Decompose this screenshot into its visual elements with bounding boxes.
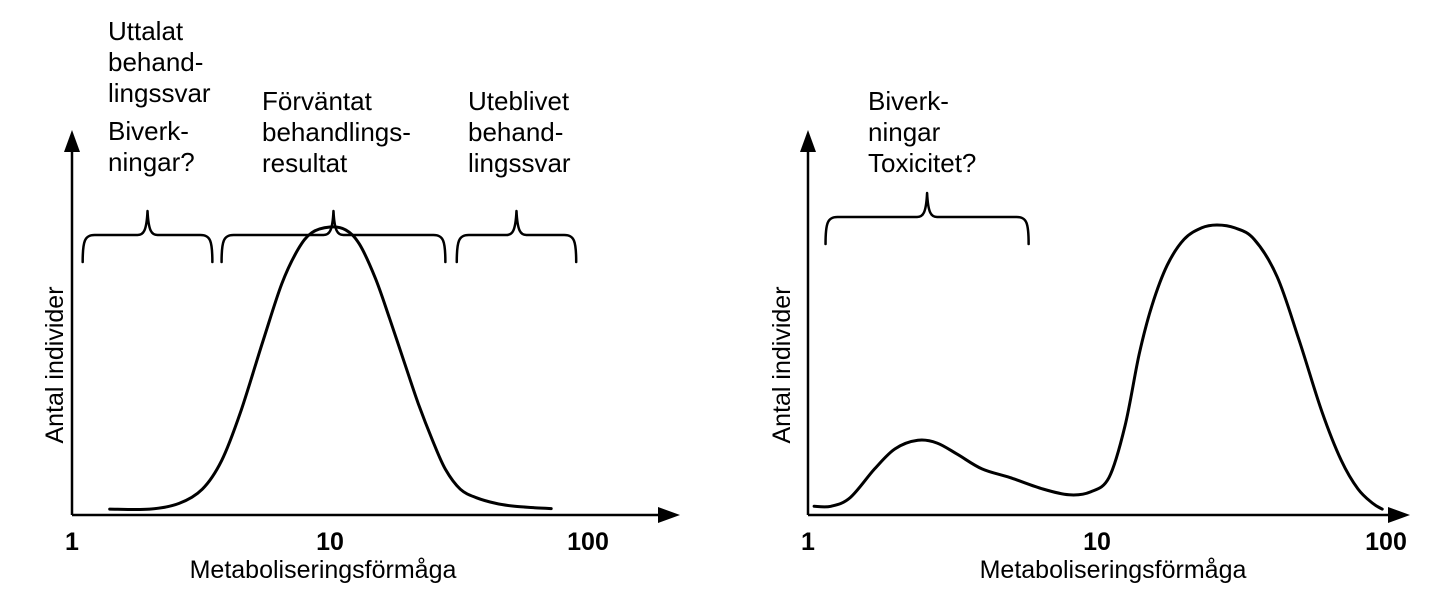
brace-3 (455, 209, 578, 264)
chart-2: 1 10 100 Metaboliseringsförmåga Antal indivi… (768, 86, 1410, 584)
x-axis-label: Metaboliseringsförmåga (190, 556, 457, 584)
annotation-1: Biverk-ningar Toxicitet? (868, 86, 976, 178)
brace-1 (81, 209, 214, 264)
annotation-3: Förväntat behandlings-resultat (262, 86, 411, 178)
x-axis-arrowhead (1388, 507, 1410, 523)
annotation-line: ningar? (108, 147, 195, 177)
x-tick-label: 10 (1083, 528, 1111, 556)
x-tick-label: 100 (1365, 528, 1407, 556)
brace-1 (824, 191, 1030, 246)
annotation-line: Uttalat (108, 16, 184, 46)
annotation-line: Uteblivet (468, 86, 570, 116)
y-axis-label: Antal individer (41, 286, 69, 443)
annotation-line: lingssvar (108, 78, 211, 108)
x-tick-label: 100 (567, 528, 609, 556)
y-axis-label: Antal individer (768, 286, 796, 443)
annotation-line: Biverk- (868, 86, 949, 116)
annotation-line: lingssvar (468, 148, 571, 178)
x-axis-arrowhead (658, 507, 680, 523)
annotation-line: resultat (262, 148, 348, 178)
annotation-line: behand- (468, 117, 563, 147)
y-axis-arrowhead (800, 130, 816, 152)
annotation-line: Toxicitet? (868, 148, 976, 178)
annotation-4: Uteblivet behand-lingssvar (468, 86, 571, 178)
annotation-line: Biverk- (108, 116, 189, 146)
y-axis-arrowhead (64, 130, 80, 152)
annotation-line: behand- (108, 47, 203, 77)
annotation-1: Uttalat behand-lingssvar (108, 16, 211, 108)
x-tick-label: 1 (801, 528, 815, 556)
distribution-curve-1 (812, 223, 1384, 511)
annotation-line: ningar (868, 117, 941, 147)
brace-2 (220, 209, 447, 264)
annotation-line: Förväntat (262, 86, 373, 116)
chart-1: 1 10 100 Metaboliseringsförmåga Antal indivi… (41, 16, 680, 584)
x-tick-label: 1 (65, 528, 79, 556)
distribution-curve-1 (108, 225, 553, 512)
annotation-2: Biverk-ningar? (108, 116, 195, 177)
x-tick-label: 10 (316, 528, 344, 556)
x-axis-label: Metaboliseringsförmåga (980, 556, 1247, 584)
annotation-line: behandlings- (262, 117, 411, 147)
